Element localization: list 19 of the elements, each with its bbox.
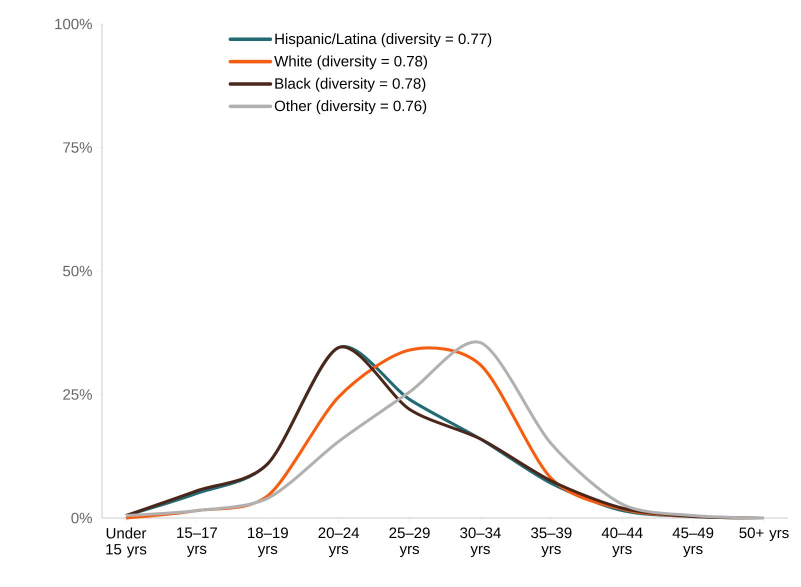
legend-label: White (diversity = 0.78): [274, 55, 427, 70]
x-tick-label: 25–29 yrs: [389, 528, 430, 558]
x-tick-label: 30–34 yrs: [460, 528, 501, 558]
x-tick-label: 45–49 yrs: [672, 528, 714, 558]
x-tick-label: 40–44 yrs: [602, 528, 643, 558]
y-tick-label: 50%: [63, 266, 92, 276]
y-tick-label: 25%: [63, 389, 92, 400]
x-tick-label: 50+ yrs: [739, 528, 789, 542]
x-tick-label: 35–39 yrs: [531, 528, 572, 558]
x-tick-label: 18–19 yrs: [248, 528, 288, 558]
y-tick-label: 100%: [55, 18, 92, 30]
x-tick-label: 20–24 yrs: [318, 528, 360, 558]
legend-label: Hispanic/Latina (diversity = 0.77): [275, 33, 492, 48]
x-tick-label: 15–17 yrs: [177, 528, 217, 557]
legend-label: Black (diversity = 0.78): [275, 78, 426, 92]
legend-label: Other (diversity = 0.76): [274, 100, 426, 114]
y-tick-label: 0%: [71, 512, 92, 524]
x-tick-label: Under 15 yrs: [106, 528, 146, 558]
y-tick-label: 75%: [63, 142, 92, 153]
